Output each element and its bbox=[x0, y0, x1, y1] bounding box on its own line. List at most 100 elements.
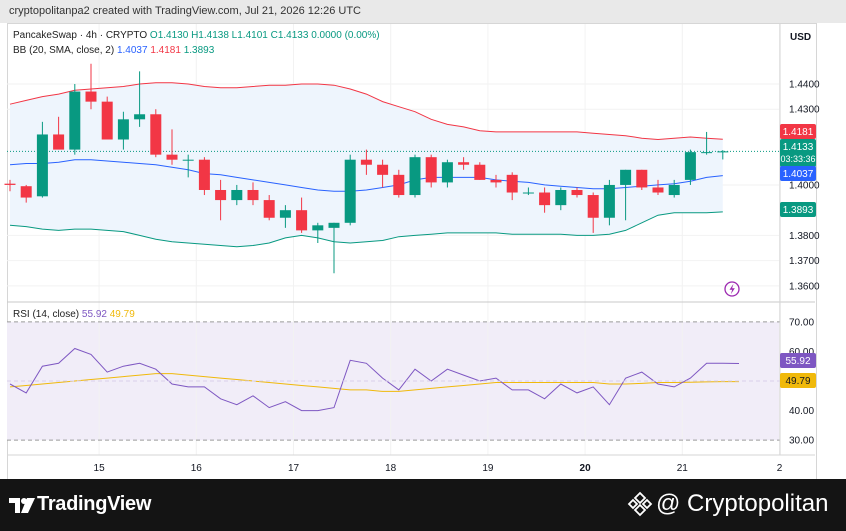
candle bbox=[717, 150, 729, 160]
candle-body bbox=[490, 179, 502, 183]
price-axis-ticks: 1.4400 1.4300 1.4000 1.3800 1.3700 1.3600 bbox=[789, 79, 820, 292]
candle-body bbox=[263, 200, 275, 218]
bollinger-lower-line bbox=[9, 211, 723, 248]
cryptopolitan-wordmark: @ Cryptopolitan bbox=[656, 490, 829, 517]
candle bbox=[506, 172, 518, 201]
candle-body bbox=[522, 192, 534, 194]
binance-diamond-icon bbox=[627, 491, 653, 517]
rsi-axis-ticks: 70.00 60.00 40.00 30.00 bbox=[789, 317, 814, 446]
candle bbox=[198, 157, 210, 196]
candle-body bbox=[312, 225, 324, 231]
footer-bar bbox=[0, 479, 846, 531]
time-tick-label: 15 bbox=[94, 463, 106, 474]
candle bbox=[425, 154, 437, 188]
rsi-tick-label: 30.00 bbox=[789, 436, 814, 447]
candle-body bbox=[279, 210, 291, 218]
candle-body bbox=[636, 169, 648, 188]
candle bbox=[279, 205, 291, 228]
candle-body bbox=[458, 162, 470, 165]
candle-body bbox=[20, 186, 32, 198]
candle bbox=[393, 169, 405, 198]
badge-upper: 1.4181 bbox=[780, 124, 816, 139]
badge-last-price: 1.4133 03:33:36 bbox=[780, 139, 816, 167]
bb-basis-value: 1.4037 bbox=[116, 45, 148, 56]
rsi-tick-label: 70.00 bbox=[789, 317, 814, 328]
lightning-icon[interactable] bbox=[724, 281, 740, 297]
candle bbox=[36, 121, 48, 198]
candle bbox=[263, 195, 275, 221]
candle-body bbox=[231, 189, 243, 201]
candle-body bbox=[150, 114, 162, 155]
candle bbox=[150, 109, 162, 158]
close-value: C1.4133 bbox=[270, 30, 309, 41]
candle-body bbox=[344, 159, 356, 223]
candle-body bbox=[539, 192, 551, 206]
price-tick-label: 1.3600 bbox=[789, 281, 820, 292]
header-bar: cryptopolitanpa2 created with TradingVie… bbox=[0, 0, 846, 23]
candle-body bbox=[360, 159, 372, 165]
candle-body bbox=[620, 169, 632, 185]
time-tick-label: 16 bbox=[191, 463, 203, 474]
candle-body bbox=[53, 134, 65, 150]
candle-body bbox=[441, 162, 453, 183]
svg-text:1.3893: 1.3893 bbox=[783, 205, 814, 216]
time-tick-label: 18 bbox=[385, 463, 397, 474]
candle-body bbox=[409, 157, 421, 196]
candle-body bbox=[215, 189, 227, 201]
candle bbox=[247, 182, 259, 206]
candle bbox=[668, 179, 680, 198]
candle-body bbox=[328, 222, 340, 228]
candle-body bbox=[247, 189, 259, 201]
time-tick-label: 20 bbox=[580, 463, 592, 474]
candle-body bbox=[101, 101, 113, 140]
candle-body bbox=[296, 210, 308, 231]
bb-label: BB (20, SMA, close, 2) bbox=[13, 45, 115, 56]
rsi-legend: RSI (14, close) 55.92 49.79 bbox=[13, 309, 135, 320]
candle bbox=[441, 159, 453, 188]
rsi-line bbox=[9, 347, 740, 412]
rsi-tick-label: 60.00 bbox=[789, 347, 814, 358]
candle bbox=[684, 149, 696, 185]
candle bbox=[117, 111, 129, 150]
time-tick-label: 19 bbox=[482, 463, 494, 474]
candle bbox=[328, 222, 340, 274]
svg-text:55.92: 55.92 bbox=[785, 356, 810, 367]
candle-body bbox=[69, 91, 81, 150]
svg-text:1.4037: 1.4037 bbox=[783, 169, 814, 180]
badge-rsi: 55.92 bbox=[780, 353, 816, 368]
rsi-ma-value: 49.79 bbox=[109, 309, 135, 320]
price-tick-label: 1.4400 bbox=[789, 79, 820, 90]
rsi-ma-line bbox=[9, 373, 739, 392]
candles bbox=[4, 63, 729, 274]
candle-body bbox=[85, 91, 97, 102]
rsi-label: RSI (14, close) bbox=[13, 309, 80, 320]
price-tick-label: 1.3800 bbox=[789, 231, 820, 242]
candle bbox=[636, 169, 648, 190]
bb-lower-value: 1.3893 bbox=[183, 45, 215, 56]
candle-body bbox=[571, 189, 583, 196]
candle bbox=[620, 169, 632, 221]
time-tick-label: 17 bbox=[288, 463, 300, 474]
badge-basis: 1.4037 bbox=[780, 166, 816, 181]
candle bbox=[312, 222, 324, 243]
candle bbox=[85, 63, 97, 110]
created-with-text: cryptopolitanpa2 created with TradingVie… bbox=[9, 5, 361, 17]
candle bbox=[20, 184, 32, 203]
candle bbox=[377, 159, 389, 188]
svg-text:1.4181: 1.4181 bbox=[783, 127, 814, 138]
candle-body bbox=[36, 134, 48, 197]
candle-body bbox=[506, 174, 518, 193]
candle bbox=[701, 131, 713, 155]
candle bbox=[490, 174, 502, 188]
candle-body bbox=[474, 164, 486, 180]
tradingview-wordmark: TradingView bbox=[37, 493, 152, 515]
badge-rsi-ma: 49.79 bbox=[780, 373, 816, 388]
candle-body bbox=[182, 159, 194, 161]
candle-body bbox=[377, 164, 389, 175]
high-value: H1.4138 bbox=[191, 30, 229, 41]
candle bbox=[409, 154, 421, 198]
candle bbox=[231, 184, 243, 206]
time-axis-ticks: 15 16 17 18 19 20 21 2 bbox=[94, 463, 783, 474]
bb-legend: BB (20, SMA, close, 2) 1.4037 1.4181 1.3… bbox=[13, 45, 214, 56]
